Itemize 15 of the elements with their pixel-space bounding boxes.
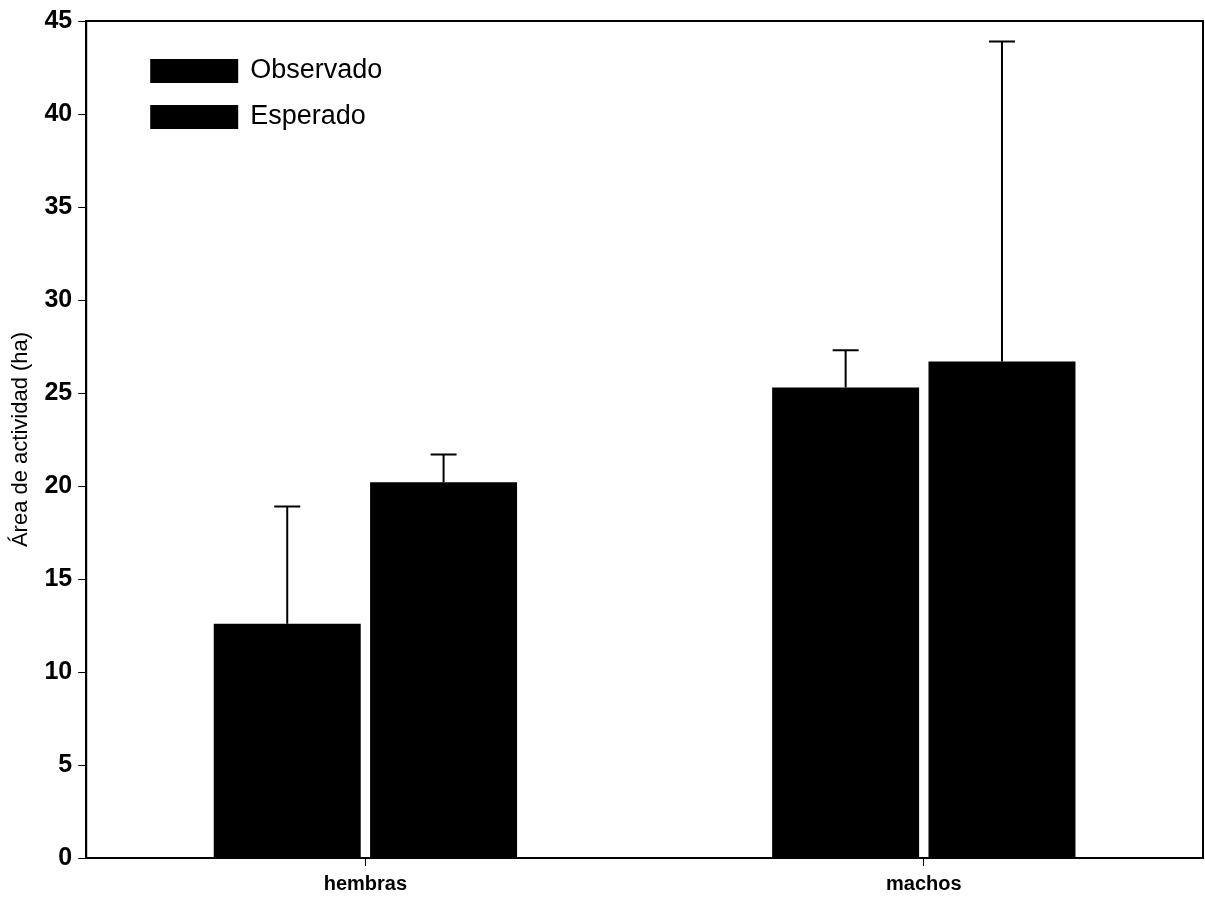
y-tick-label: 15: [44, 562, 73, 591]
y-tick-label: 40: [44, 97, 73, 126]
y-tick-label: 0: [58, 841, 73, 870]
y-tick-label: 35: [44, 190, 73, 219]
x-tick-label: machos: [886, 871, 962, 894]
y-tick-label: 45: [44, 4, 73, 33]
y-tick-label: 5: [58, 748, 73, 777]
legend-label: Esperado: [250, 100, 366, 131]
y-tick-label: 20: [44, 469, 73, 498]
y-tick-label: 10: [44, 655, 73, 684]
y-axis-title: Área de actividad (ha): [7, 331, 33, 548]
legend-label: Observado: [250, 54, 383, 85]
y-tick-label: 30: [44, 283, 73, 312]
y-tick-label: 25: [44, 376, 73, 405]
x-tick-label: hembras: [323, 871, 408, 894]
